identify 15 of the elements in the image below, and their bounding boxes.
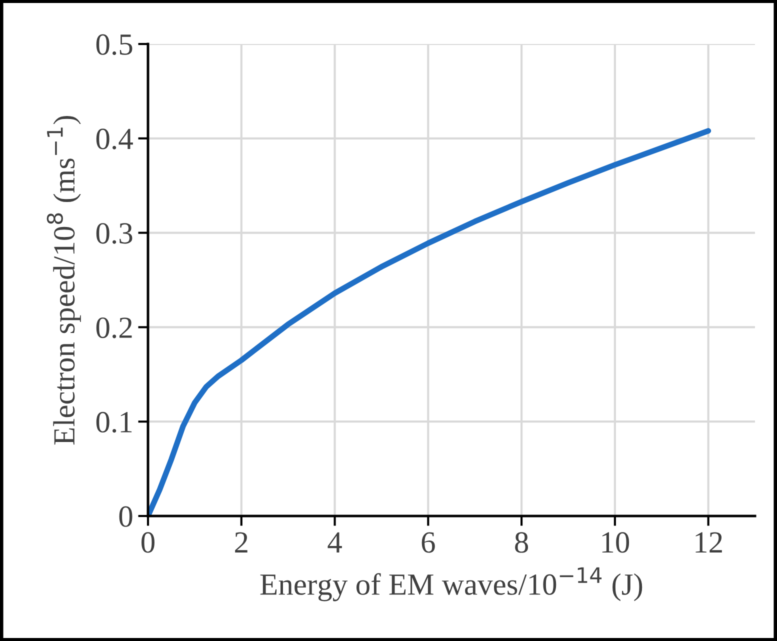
- x-tick-label: 6: [422, 532, 435, 553]
- x-tick-label: 2: [235, 532, 248, 552]
- x-tick-label: 4: [328, 532, 342, 552]
- x-axis-title: Energy of EM waves/10$^{−14}$ (J): [260, 567, 642, 602]
- y-tick-label: 0.4: [96, 128, 133, 150]
- x-tick-label: 8: [515, 532, 528, 553]
- y-axis-title: Electron speed/10$^{8}$ (ms$^{−1}$): [46, 116, 81, 445]
- y-tick-label: 0: [119, 506, 132, 527]
- y-tick-label: 0.1: [96, 412, 132, 433]
- x-tick-label: 10: [602, 532, 630, 553]
- x-tick-label: 0: [142, 532, 154, 553]
- y-tick-label: 0.2: [96, 317, 132, 338]
- y-tick-label: 0.3: [96, 223, 132, 244]
- x-tick-label: 12: [696, 532, 722, 552]
- y-tick-label: 0.5: [96, 34, 132, 56]
